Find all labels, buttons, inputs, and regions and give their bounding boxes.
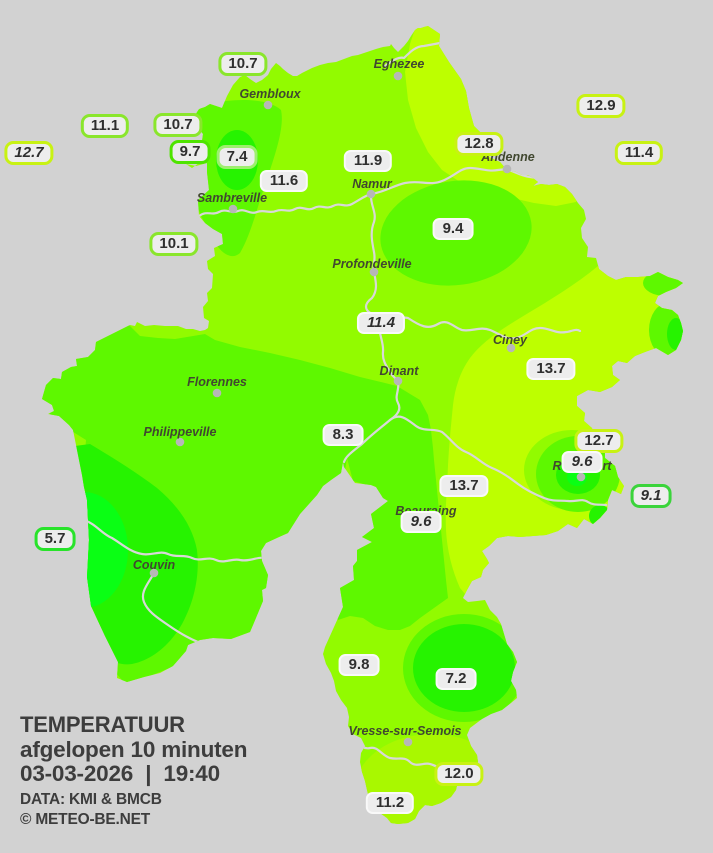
svg-text:Couvin: Couvin: [133, 558, 176, 572]
svg-text:Ciney: Ciney: [493, 333, 528, 347]
svg-text:Namur: Namur: [352, 177, 393, 191]
svg-text:Vresse-sur-Semois: Vresse-sur-Semois: [348, 724, 461, 738]
svg-text:Eghezee: Eghezee: [374, 57, 425, 71]
svg-text:Gembloux: Gembloux: [239, 87, 301, 101]
svg-text:Florennes: Florennes: [187, 375, 247, 389]
svg-text:Dinant: Dinant: [380, 364, 420, 378]
svg-text:Profondeville: Profondeville: [332, 257, 411, 271]
svg-text:Sambreville: Sambreville: [197, 191, 267, 205]
svg-text:Philippeville: Philippeville: [144, 425, 217, 439]
